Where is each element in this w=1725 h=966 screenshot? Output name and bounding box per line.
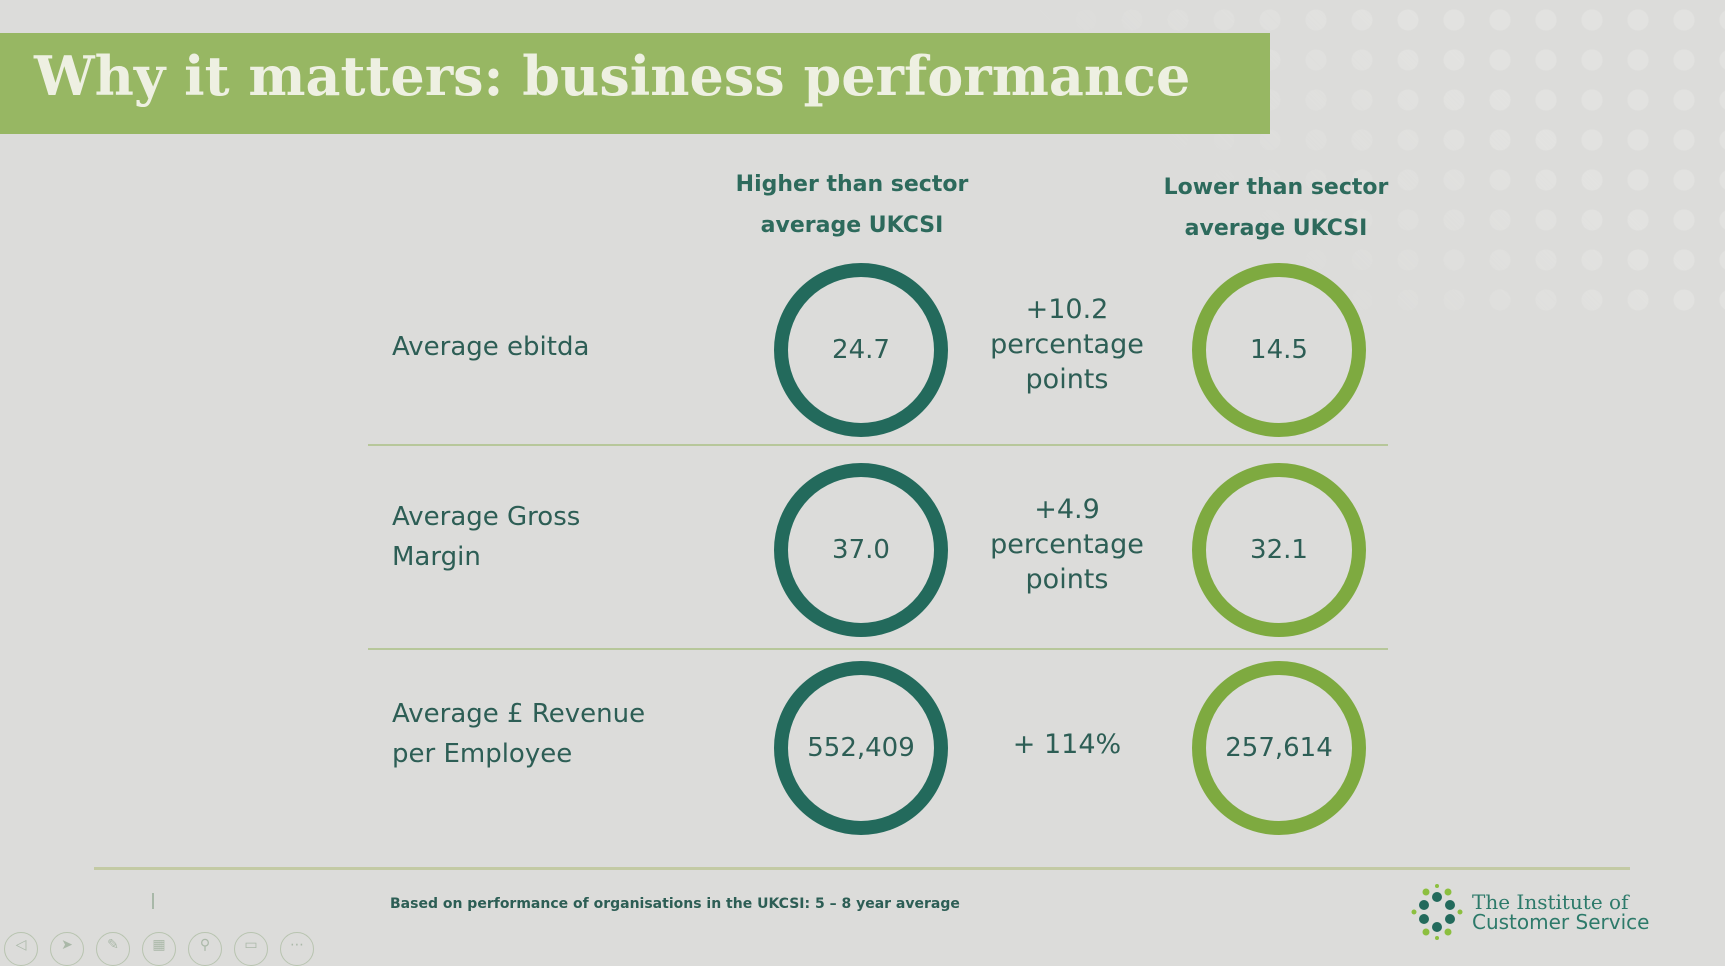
difference-line: percentage [990,529,1144,560]
row-label-line: per Employee [392,739,573,769]
footnote: Based on performance of organisations in… [390,896,960,912]
lower-value-ring: 14.5 [1192,263,1366,437]
more-options-icon[interactable]: ⋯ [280,932,314,966]
higher-value-ring: 37.0 [774,463,948,637]
presentation-toolbar: ◁ ➤ ✎ ▦ ⚲ ▭ ⋯ [4,932,314,966]
row-label-line: Average £ Revenue [392,699,646,729]
row-divider [368,444,1388,446]
difference-text: +10.2 percentage points [957,292,1177,397]
row-divider [368,648,1388,650]
lower-value: 257,614 [1225,733,1333,763]
text-cursor [152,893,154,909]
column-header-higher: Higher than sector average UKCSI [702,164,1002,246]
logo-line-2: Customer Service [1472,910,1650,934]
row-label-gross-margin: Average Gross Margin [392,497,580,577]
difference-text: +4.9 percentage points [957,492,1177,597]
higher-value-ring: 24.7 [774,263,948,437]
row-label-line: Average Gross [392,502,581,532]
lower-value: 14.5 [1250,335,1308,365]
row-label-ebitda: Average ebitda [392,327,589,367]
column-header-line: Lower than sector [1163,175,1389,200]
slides-grid-icon[interactable]: ▦ [142,932,176,966]
pointer-icon[interactable]: ➤ [50,932,84,966]
logo-line-1: The Institute of [1472,890,1629,914]
screen-icon[interactable]: ▭ [234,932,268,966]
slide-title: Why it matters: business performance [34,44,1191,108]
difference-line: +4.9 [1034,494,1100,525]
difference-line: + 114% [1012,729,1122,760]
difference-text: + 114% [957,727,1177,762]
lower-value-ring: 32.1 [1192,463,1366,637]
institute-logo: The Institute of Customer Service [1408,883,1649,941]
difference-line: percentage [990,329,1144,360]
logo-mark-icon [1411,884,1463,940]
footer-divider [94,867,1630,870]
column-header-line: average UKCSI [760,213,944,238]
row-label-line: Margin [392,542,481,572]
lower-value: 32.1 [1250,535,1308,565]
row-label-line: Average ebitda [392,332,590,362]
title-bar [0,33,1270,134]
higher-value: 37.0 [832,535,890,565]
pen-icon[interactable]: ✎ [96,932,130,966]
column-header-line: average UKCSI [1184,216,1368,241]
column-header-line: Higher than sector [735,172,969,197]
previous-slide-icon[interactable]: ◁ [4,932,38,966]
difference-line: +10.2 [1025,294,1109,325]
difference-line: points [1025,564,1109,595]
higher-value: 552,409 [807,733,915,763]
difference-line: points [1025,364,1109,395]
row-label-revenue-per-employee: Average £ Revenue per Employee [392,694,645,774]
lower-value-ring: 257,614 [1192,661,1366,835]
higher-value-ring: 552,409 [774,661,948,835]
column-header-lower: Lower than sector average UKCSI [1126,167,1426,249]
higher-value: 24.7 [832,335,890,365]
zoom-icon[interactable]: ⚲ [188,932,222,966]
